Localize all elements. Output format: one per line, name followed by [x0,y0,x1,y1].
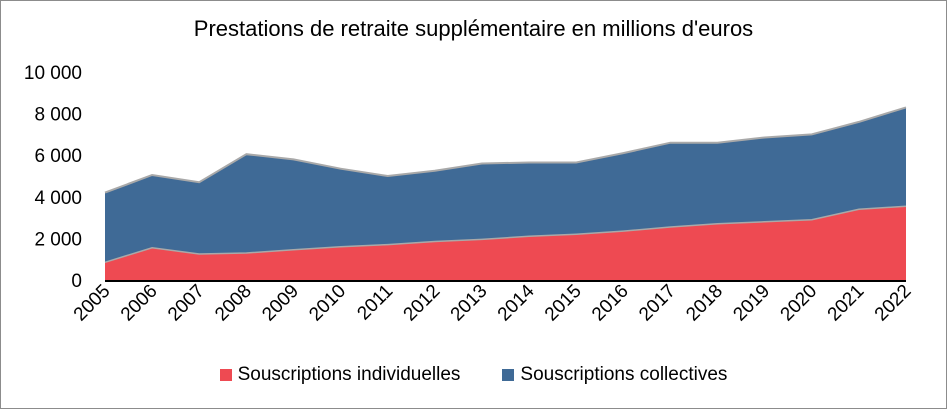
area-souscriptions-collectives [105,107,906,263]
x-tick-label: 2020 [777,281,822,326]
y-tick-label: 8 000 [34,105,82,126]
y-tick-label: 6 000 [34,146,82,167]
legend: Souscriptions individuelles Souscription… [0,364,947,386]
series-areas [104,106,907,280]
x-tick-label: 2008 [211,281,256,326]
y-axis-ticks: 0 2 000 4 000 6 000 8 000 10 000 [24,63,82,292]
legend-item-individuelles: Souscriptions individuelles [219,364,461,386]
x-tick-label: 2016 [588,281,633,326]
line-souscriptions-individuelles [104,205,907,264]
x-tick-label: 2022 [871,281,916,326]
x-tick-label: 2019 [729,281,774,326]
y-tick-label: 10 000 [24,63,82,84]
legend-label-collectives: Souscriptions collectives [520,364,728,385]
x-tick-label: 2018 [682,281,727,326]
chart-title: Prestations de retraite supplémentaire e… [193,16,754,41]
x-tick-label: 2014 [494,280,539,325]
legend-item-collectives: Souscriptions collectives [502,364,727,386]
y-tick-label: 2 000 [34,229,82,250]
y-tick-label: 0 [71,271,82,292]
x-tick-label: 2007 [164,281,209,326]
x-tick-label: 2017 [635,281,680,326]
y-tick-label: 4 000 [34,188,82,209]
x-tick-label: 2009 [258,281,303,326]
legend-swatch-individuelles [219,369,232,381]
x-tick-label: 2010 [305,281,350,326]
x-tick-label: 2006 [117,281,162,326]
x-tick-label: 2021 [824,281,869,326]
legend-label-individuelles: Souscriptions individuelles [237,364,461,385]
x-tick-label: 2013 [447,281,492,326]
x-tick-label: 2011 [354,281,398,325]
legend-swatch-collectives [502,369,515,381]
x-tick-label: 2012 [400,281,445,326]
x-axis-ticks: 2005 2006 2007 2008 2009 2010 2011 2012 2013 2014… [70,280,916,325]
line-souscriptions-collectives [104,106,907,194]
x-tick-label: 2015 [541,281,586,326]
